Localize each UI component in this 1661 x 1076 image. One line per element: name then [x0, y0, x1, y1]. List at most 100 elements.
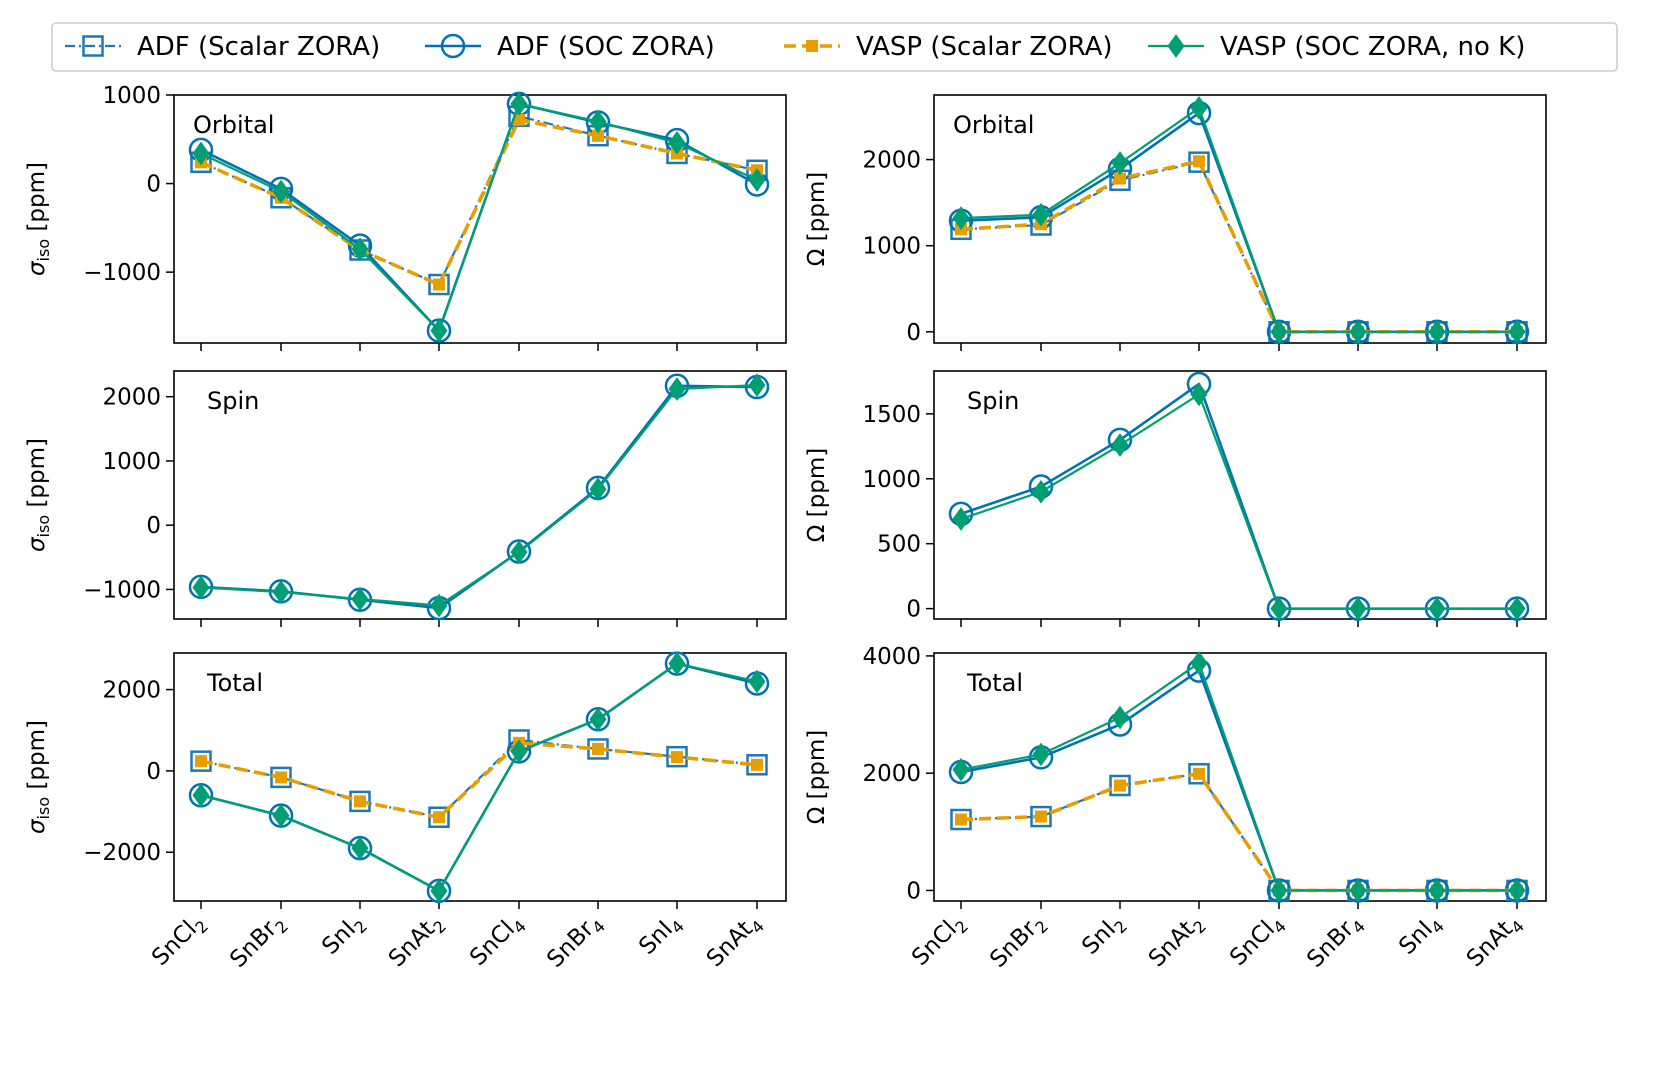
panel-orbital-sigma-point-vasp_soc — [192, 141, 210, 166]
panel-spin-sigma-point-vasp_soc — [351, 587, 369, 611]
panel-spin-sigma-point-vasp_soc — [589, 477, 607, 502]
panel-total-omega-point-vasp_scalar — [1193, 767, 1205, 780]
panel-total-omega: 4000 2000 0 Ω [ppm] Total SnCl2 SnBr2 SnI2 SnAt2… — [804, 644, 1547, 976]
panel-total-omega-ylabel: Ω [ppm] — [804, 730, 830, 824]
panel-total-sigma-point-vasp_soc — [748, 669, 766, 694]
panel-total-omega-line-vasp_scalar — [960, 771, 1517, 893]
panel-orbital-omega-point-vasp_soc — [1032, 202, 1050, 227]
panel-total-omega-series-adf_soc — [948, 658, 1530, 903]
panel-orbital-sigma-line-vasp_soc — [200, 102, 758, 332]
panel-spin-sigma-ytick-label: 0 — [146, 513, 161, 539]
panel-spin-omega-point-vasp_soc — [1111, 433, 1129, 457]
panel-total-omega-point-vasp_soc — [1508, 878, 1526, 903]
panel-total-omega-series-vasp_scalar — [955, 767, 1523, 897]
panel-spin-omega-ytick-label: 500 — [877, 532, 921, 558]
panel-total-omega-point-vasp_soc — [1190, 651, 1208, 675]
panel-total-omega-category-label: SnBr4 — [1302, 909, 1369, 976]
panel-total-sigma-ytick-label: −2000 — [83, 840, 161, 866]
panel-total-sigma-point-vasp_soc — [272, 803, 290, 828]
panel-orbital-sigma-ytick-label: 1000 — [102, 83, 161, 109]
legend-entry-vasp_soc: VASP (SOC ZORA, no K) — [1148, 32, 1525, 62]
panels: 1000 0 −1000 σiso [ppm] Orbital 2000 1000 0 Ω [p… — [24, 83, 1547, 976]
panel-total-sigma-category-label: SnI2 — [317, 909, 371, 963]
panel-total-omega-point-vasp_scalar — [1035, 810, 1047, 823]
legend-entry-vasp_scalar: VASP (Scalar ZORA) — [784, 32, 1113, 62]
panel-total-omega-ytick-label: 0 — [906, 878, 921, 904]
panel-spin-omega-frame — [933, 370, 1547, 620]
legend-marker-adf_scalar — [82, 35, 104, 57]
panel-spin-sigma-ylabel: σiso [ppm] — [24, 438, 53, 552]
panel-spin-omega-ylabel: Ω [ppm] — [804, 448, 830, 542]
panel-total-sigma-point-vasp_soc — [430, 878, 448, 903]
panel-total-sigma-point-vasp_soc — [589, 707, 607, 732]
panel-spin-sigma-frame — [173, 370, 787, 620]
panel-orbital-sigma-ylabel: σiso [ppm] — [24, 162, 53, 276]
panel-orbital-omega-point-vasp_soc — [1270, 319, 1288, 344]
panel-total-omega-point-vasp_soc — [1111, 705, 1129, 730]
panel-spin-sigma-series-adf_soc — [188, 373, 770, 621]
panel-total-sigma-category-label: SnBr2 — [225, 909, 292, 976]
panel-spin-sigma-ytick-label: 1000 — [102, 449, 161, 475]
panel-total-omega-line-vasp_soc — [960, 661, 1517, 892]
panel-total-sigma-point-adf_scalar — [190, 750, 212, 772]
panel-total-sigma-point-vasp_soc — [192, 783, 210, 808]
panel-total-omega-point-vasp_soc — [952, 757, 970, 782]
panel-orbital-omega-ytick-label: 1000 — [862, 234, 921, 260]
panel-total-omega-point-vasp_scalar — [955, 813, 967, 826]
panel-orbital-sigma-title: Orbital — [193, 111, 274, 139]
panel-total-sigma-frame — [173, 652, 787, 902]
panel-orbital-sigma: 1000 0 −1000 σiso [ppm] Orbital — [24, 83, 787, 351]
panel-total-sigma-point-vasp_scalar — [751, 758, 763, 771]
legend-label-adf_scalar: ADF (Scalar ZORA) — [137, 32, 380, 62]
panel-orbital-omega-point-vasp_soc — [1349, 319, 1367, 344]
panel-total-omega-point-vasp_soc — [1428, 878, 1446, 903]
panel-total-omega-series-vasp_soc — [952, 651, 1526, 903]
panel-spin-sigma-point-vasp_soc — [430, 593, 448, 618]
legend-marker-adf_soc — [440, 33, 466, 59]
panel-orbital-sigma-point-vasp_soc — [748, 168, 766, 192]
panel-spin-sigma-line-adf_soc — [200, 384, 758, 610]
panel-total-sigma-category-label: SnI4 — [634, 909, 688, 963]
legend-label-vasp_scalar: VASP (Scalar ZORA) — [856, 32, 1113, 62]
panel-orbital-omega-point-vasp_soc — [1508, 319, 1526, 344]
panel-total-sigma-line-vasp_soc — [200, 662, 758, 892]
panel-orbital-omega: 2000 1000 0 Ω [ppm] Orbital — [804, 94, 1547, 351]
panel-total-omega-category-label: SnBr2 — [985, 909, 1052, 976]
panel-total-sigma-point-vasp_scalar — [592, 742, 604, 755]
panel-total-omega-category-label: SnCl4 — [1225, 909, 1290, 974]
panel-total-omega-category-label: SnCl2 — [907, 909, 972, 974]
panel-orbital-omega-point-vasp_soc — [952, 206, 970, 230]
panel-orbital-omega-line-vasp_scalar — [960, 159, 1517, 334]
panel-orbital-sigma-line-vasp_scalar — [200, 118, 758, 287]
panel-total-omega-ytick-label: 4000 — [862, 644, 921, 670]
panel-spin-sigma-line-vasp_soc — [200, 384, 758, 607]
panel-total-omega-category-label: SnI2 — [1077, 909, 1131, 963]
panel-orbital-sigma-point-vasp_soc — [272, 179, 290, 204]
panel-spin-sigma-point-vasp_soc — [192, 575, 210, 600]
panel-total-omega-point-adf_scalar — [1030, 805, 1052, 828]
panel-orbital-omega-ylabel: Ω [ppm] — [804, 172, 830, 266]
legend-marker-vasp_soc — [1167, 34, 1185, 58]
panel-orbital-omega-point-vasp_soc — [1190, 96, 1208, 120]
panel-total-sigma-series-vasp_soc — [192, 651, 766, 903]
panel-total-omega-ytick-label: 2000 — [862, 761, 921, 787]
panel-spin-omega-line-vasp_soc — [960, 393, 1517, 610]
panel-total-omega-point-vasp_soc — [1270, 878, 1288, 903]
panel-total-sigma-category-label: SnCl2 — [147, 909, 212, 974]
legend-marker-vasp_scalar — [806, 40, 818, 52]
panel-total-omega-frame — [933, 652, 1547, 902]
panel-orbital-sigma-point-vasp_soc — [589, 109, 607, 134]
panel-total-sigma-ytick-label: 2000 — [102, 678, 161, 704]
panel-total-omega-title: Total — [966, 669, 1023, 697]
panel-orbital-sigma-frame — [173, 94, 787, 344]
panel-spin-sigma-point-vasp_soc — [510, 540, 528, 565]
legend-label-adf_soc: ADF (SOC ZORA) — [497, 32, 715, 62]
panel-total-omega-category-label: SnAt4 — [1462, 909, 1528, 975]
panel-total-sigma-ylabel: σiso [ppm] — [24, 720, 53, 834]
panel-orbital-sigma-series-vasp_soc — [192, 92, 766, 343]
panel-total-sigma-point-vasp_scalar — [671, 751, 683, 764]
legend: ADF (Scalar ZORA) ADF (SOC ZORA) VASP (Sca… — [51, 22, 1618, 72]
legend-label-vasp_soc: VASP (SOC ZORA, no K) — [1220, 32, 1525, 62]
panel-spin-omega-point-vasp_soc — [1428, 596, 1446, 621]
panel-total-sigma-point-vasp_scalar — [433, 811, 445, 824]
